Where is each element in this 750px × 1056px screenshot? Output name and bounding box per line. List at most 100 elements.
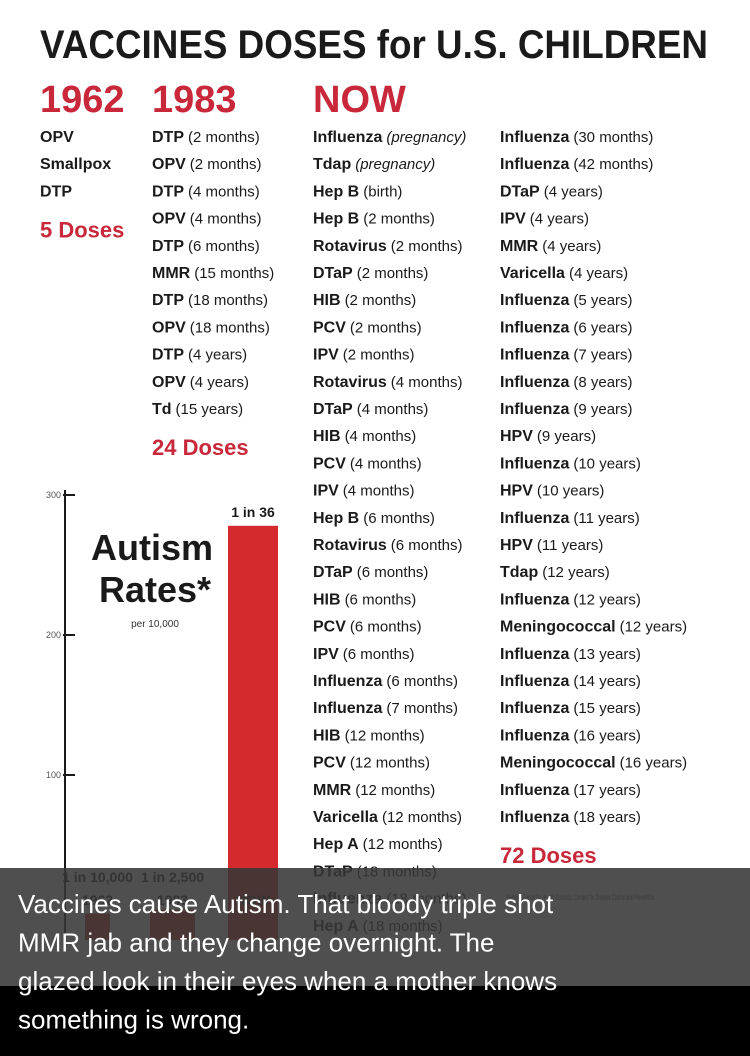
dose-item: Influenza (18 years): [500, 809, 641, 826]
vaccine-name: HIB: [313, 727, 341, 744]
y-tick-label: 300: [46, 490, 61, 500]
bar-value-label: 1 in 36: [231, 504, 275, 520]
vaccine-name: Varicella: [313, 809, 378, 826]
dose-timing: (12 months): [355, 782, 435, 799]
dose-item: Meningococcal (12 years): [500, 619, 687, 636]
vaccine-name: PCV: [313, 455, 346, 472]
vaccine-name: PCV: [313, 319, 346, 336]
dose-timing: (12 years): [573, 591, 641, 608]
dose-item: DTP (2 months): [152, 129, 260, 146]
dose-total: 72 Doses: [500, 843, 597, 868]
dose-timing: (15 years): [176, 401, 244, 418]
dose-item: HPV (9 years): [500, 428, 596, 445]
dose-timing: (4 months): [345, 428, 417, 445]
dose-item: Td (15 years): [152, 401, 243, 418]
dose-item: Varicella (12 months): [313, 809, 462, 826]
dose-timing: (4 months): [190, 211, 262, 228]
dose-timing: (4 months): [343, 483, 415, 500]
dose-item: HIB (6 months): [313, 591, 416, 608]
vaccine-name: Influenza: [500, 401, 569, 418]
dose-item: OPV (4 years): [152, 374, 249, 391]
vaccine-name: Influenza: [313, 129, 382, 146]
dose-item: OPV (2 months): [152, 156, 262, 173]
vaccine-name: Rotavirus: [313, 238, 387, 255]
dose-item: IPV (4 months): [313, 483, 415, 500]
dose-timing: (6 months): [391, 537, 463, 554]
dose-item: OPV (4 months): [152, 211, 262, 228]
dose-timing: (6 months): [363, 510, 435, 527]
dose-timing: (9 years): [537, 428, 596, 445]
dose-item: Influenza (42 months): [500, 156, 653, 173]
dose-timing: (8 years): [573, 374, 632, 391]
dose-item: Influenza (14 years): [500, 673, 641, 690]
vaccine-name: OPV: [152, 156, 186, 173]
dose-item: Tdap (12 years): [500, 564, 610, 581]
dose-item: Rotavirus (2 months): [313, 238, 463, 255]
dose-timing: (6 months): [357, 564, 429, 581]
vaccine-name: Influenza: [500, 809, 569, 826]
vaccine-name: OPV: [152, 374, 186, 391]
dose-item: Influenza (13 years): [500, 646, 641, 663]
dose-timing: (2 months): [343, 347, 415, 364]
dose-item: Influenza (30 months): [500, 129, 653, 146]
title: VACCINES DOSES for U.S. CHILDREN: [40, 23, 708, 67]
dose-timing: (12 months): [345, 727, 425, 744]
dose-timing: (12 years): [542, 564, 610, 581]
dose-item: OPV: [40, 129, 74, 146]
dose-timing: (9 years): [573, 401, 632, 418]
dose-item: Influenza (12 years): [500, 591, 641, 608]
dose-item: Influenza (5 years): [500, 292, 633, 309]
dose-total: 24 Doses: [152, 435, 249, 460]
vaccine-name: Meningococcal: [500, 755, 616, 772]
dose-timing: (4 months): [391, 374, 463, 391]
vaccine-name: Hep A: [313, 836, 359, 853]
dose-timing: (18 months): [188, 292, 268, 309]
dose-item: IPV (2 months): [313, 347, 415, 364]
dose-item: IPV (4 years): [500, 211, 589, 228]
vaccine-name: Influenza: [500, 455, 569, 472]
dose-item: Influenza (9 years): [500, 401, 633, 418]
vaccine-name: Influenza: [500, 646, 569, 663]
dose-timing: (17 years): [573, 782, 641, 799]
dose-timing: (12 months): [363, 836, 443, 853]
dose-timing: (2 months): [345, 292, 417, 309]
dose-timing: (13 years): [573, 646, 641, 663]
vaccine-name: Influenza: [500, 510, 569, 527]
vaccine-name: Influenza: [500, 156, 569, 173]
dose-timing: (2 months): [363, 211, 435, 228]
vaccine-name: Influenza: [500, 374, 569, 391]
dose-item: Influenza (7 months): [313, 700, 458, 717]
dose-timing: (4 years): [544, 183, 603, 200]
dose-timing: (6 months): [386, 673, 458, 690]
dose-item: DTP (4 years): [152, 347, 247, 364]
dose-item: Influenza (8 years): [500, 374, 633, 391]
vaccine-name: Influenza: [313, 673, 382, 690]
dose-timing: (birth): [363, 183, 402, 200]
caption-line: MMR jab and they change overnight. The: [18, 928, 494, 958]
dose-item: OPV (18 months): [152, 319, 270, 336]
chart-subtitle: per 10,000: [131, 619, 179, 630]
vaccine-name: Tdap: [313, 156, 351, 173]
dose-item: Influenza (6 months): [313, 673, 458, 690]
dose-timing: (4 months): [350, 455, 422, 472]
vaccine-name: Influenza: [500, 347, 569, 364]
dose-timing: (6 months): [188, 238, 260, 255]
dose-timing: (16 years): [620, 755, 688, 772]
dose-timing: (18 months): [190, 319, 270, 336]
vaccine-name: IPV: [313, 347, 339, 364]
dose-timing: (4 years): [542, 238, 601, 255]
dose-item: Influenza (10 years): [500, 455, 641, 472]
vaccine-name: Influenza: [500, 727, 569, 744]
dose-timing: (6 months): [343, 646, 415, 663]
vaccine-name: DTP: [152, 292, 184, 309]
dose-timing: (30 months): [573, 129, 653, 146]
dose-item: DTaP (4 months): [313, 401, 428, 418]
dose-timing: (14 years): [573, 673, 641, 690]
vaccine-name: Influenza: [500, 292, 569, 309]
vaccine-name: DTaP: [313, 265, 353, 282]
vaccine-name: DTP: [40, 183, 72, 200]
vaccine-name: DTaP: [313, 564, 353, 581]
dose-item: PCV (2 months): [313, 319, 422, 336]
dose-item: Hep B (2 months): [313, 211, 435, 228]
vaccine-name: OPV: [152, 211, 186, 228]
